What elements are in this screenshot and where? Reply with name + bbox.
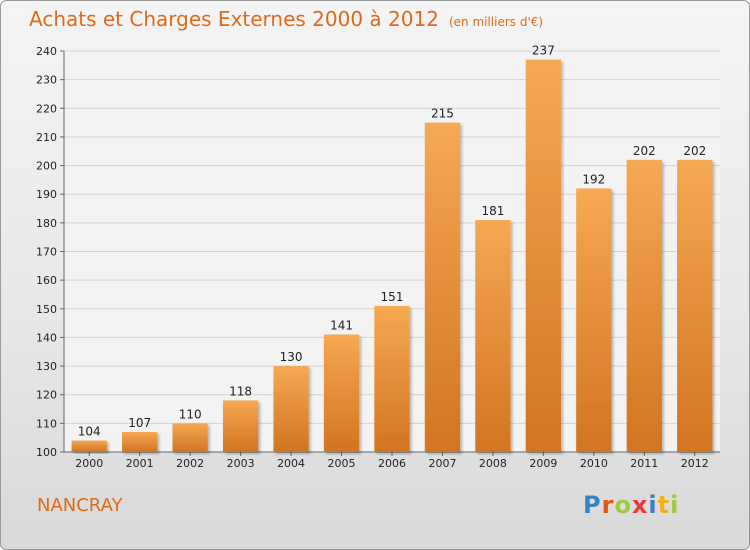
x-tick-label-2008: 2008 (479, 457, 507, 470)
bar-2002 (172, 423, 208, 452)
logo-letter: r (601, 491, 615, 519)
value-labels: 104 107 110 118 130 141 151 215 181 237 192 202 202 (78, 44, 706, 439)
x-tick-label-2006: 2006 (378, 457, 406, 470)
y-tick-label: 100 (36, 446, 57, 459)
proxiti-logo: Proxiti (583, 491, 679, 519)
logo-letter: i (670, 491, 680, 519)
value-label-2008: 181 (481, 204, 504, 218)
y-tick-label: 240 (36, 45, 57, 58)
x-tick-label-2004: 2004 (277, 457, 305, 470)
value-label-2006: 151 (381, 290, 404, 304)
unit-subtitle: (en milliers d'€) (448, 15, 544, 29)
y-tick-label: 130 (36, 360, 57, 373)
logo-letter: t (657, 491, 671, 519)
y-tick-label: 120 (36, 389, 57, 402)
bar-2005 (323, 334, 360, 452)
bars (71, 59, 713, 453)
bar-2003 (222, 400, 259, 452)
value-label-2003: 118 (229, 384, 252, 398)
bar-2004 (273, 366, 309, 452)
bar-2007 (424, 122, 461, 452)
logo-letter: P (583, 491, 602, 519)
x-tick-label-2001: 2001 (126, 457, 154, 470)
value-label-2004: 130 (280, 350, 303, 364)
y-tick-label: 200 (36, 160, 57, 173)
bar-2009 (525, 59, 562, 452)
value-label-2002: 110 (179, 407, 202, 421)
y-tick-label: 110 (36, 417, 57, 430)
value-label-2005: 141 (330, 319, 353, 333)
chart-title: Achats et Charges Externes 2000 à 2012 (e… (29, 7, 543, 31)
x-tick-label-2012: 2012 (681, 457, 709, 470)
y-tick-label: 170 (36, 246, 57, 259)
bar-2011 (626, 159, 662, 453)
bar-2010 (576, 188, 612, 452)
x-tick-label-2009: 2009 (529, 457, 557, 470)
value-label-2012: 202 (683, 144, 706, 158)
bar-2012 (677, 159, 713, 453)
value-label-2010: 192 (582, 172, 605, 186)
y-tick-label: 220 (36, 102, 57, 115)
title-text: Achats et Charges Externes 2000 à 2012 (29, 7, 439, 31)
value-label-2007: 215 (431, 107, 454, 121)
logo-letter: o (614, 491, 632, 519)
value-label-2011: 202 (633, 144, 656, 158)
y-tick-label: 160 (36, 274, 57, 287)
x-tick-label-2003: 2003 (227, 457, 255, 470)
value-label-2001: 107 (128, 416, 151, 430)
y-tick-label: 180 (36, 217, 57, 230)
y-tick-label: 140 (36, 331, 57, 344)
y-tick-label: 210 (36, 131, 57, 144)
commune-name: NANCRAY (37, 495, 123, 516)
x-tick-label-2000: 2000 (75, 457, 103, 470)
y-tick-label: 190 (36, 188, 57, 201)
x-tick-label-2011: 2011 (630, 457, 658, 470)
x-tick-label-2002: 2002 (176, 457, 204, 470)
logo-letter: i (648, 491, 658, 519)
y-tick-label: 230 (36, 74, 57, 87)
bar-2006 (374, 305, 410, 452)
bar-2001 (122, 431, 158, 452)
value-label-2000: 104 (78, 425, 101, 439)
x-tick-label-2010: 2010 (580, 457, 608, 470)
x-tick-label-2007: 2007 (428, 457, 456, 470)
logo-letter: x (631, 491, 649, 519)
value-label-2009: 237 (532, 44, 555, 58)
y-tick-label: 150 (36, 303, 57, 316)
x-tick-label-2005: 2005 (328, 457, 356, 470)
bar-2000 (71, 440, 107, 452)
bar-2008 (475, 219, 511, 452)
